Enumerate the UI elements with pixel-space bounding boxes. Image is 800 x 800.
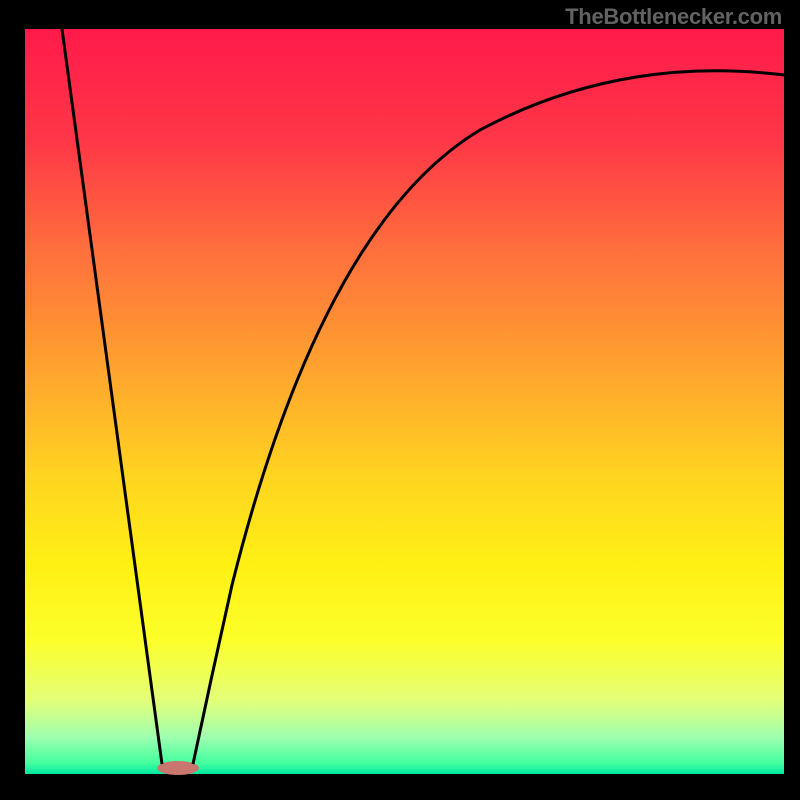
- plot-area: [25, 29, 784, 774]
- chart-container: TheBottlenecker.com: [0, 0, 800, 800]
- watermark-text: TheBottlenecker.com: [565, 4, 782, 30]
- bottleneck-chart: [0, 0, 800, 800]
